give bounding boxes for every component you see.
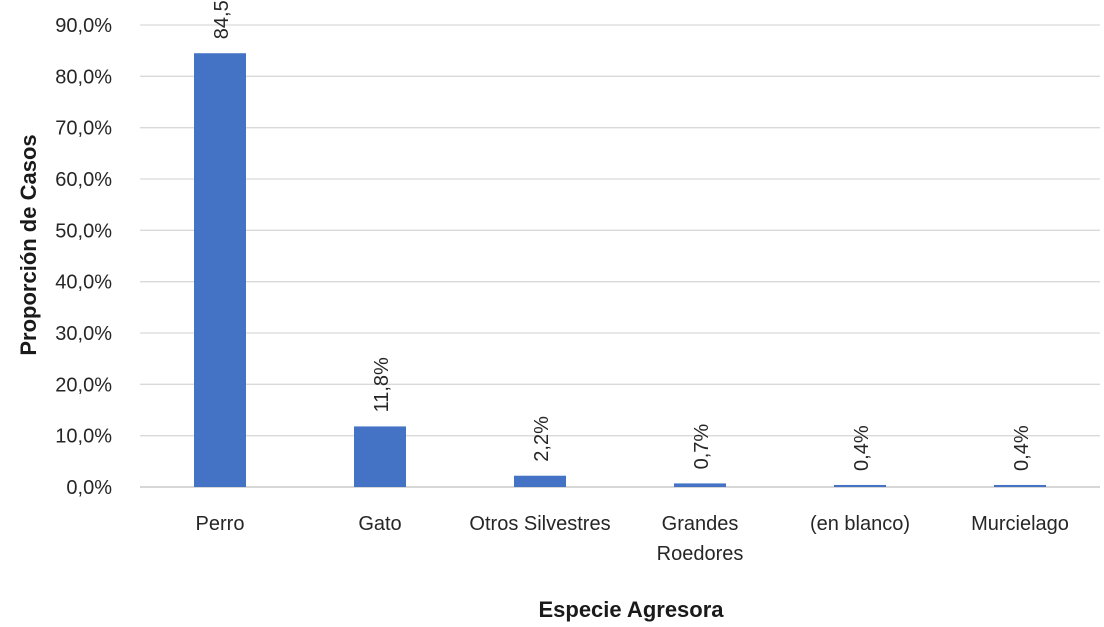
category-label: Otros Silvestres <box>469 513 610 535</box>
y-tick-label: 60,0% <box>55 169 112 191</box>
y-tick-label: 80,0% <box>55 66 112 88</box>
bar <box>674 483 726 487</box>
category-label: Murcielago <box>971 513 1069 535</box>
y-tick-label: 40,0% <box>55 272 112 294</box>
bar <box>354 426 406 487</box>
y-tick-label: 50,0% <box>55 220 112 242</box>
data-label: 0,7% <box>691 424 713 470</box>
y-tick-label: 0,0% <box>66 477 112 499</box>
gridlines <box>140 24 1100 488</box>
category-label: (en blanco) <box>810 513 910 535</box>
data-label: 0,4% <box>851 425 873 471</box>
data-label: 84,5% <box>211 0 233 39</box>
y-tick-label: 90,0% <box>55 15 112 37</box>
x-axis-categories: Perro Gato Otros Silvestres Grandes Roedores… <box>196 513 1069 565</box>
y-tick-label: 20,0% <box>55 374 112 396</box>
data-labels: 84,5% 11,8% 2,2% 0,7% 0,4% 0,4% <box>211 0 1033 471</box>
category-label: Perro <box>196 513 245 535</box>
y-tick-label: 10,0% <box>55 426 112 448</box>
y-axis-ticks: 0,0% 10,0% 20,0% 30,0% 40,0% 50,0% 60,0% 70,0% 8… <box>55 15 112 499</box>
bar <box>194 53 246 487</box>
bars <box>194 53 1046 487</box>
bar <box>994 484 1046 487</box>
bar <box>834 484 886 487</box>
bar <box>514 475 566 487</box>
data-label: 2,2% <box>531 416 553 462</box>
category-label: Grandes <box>662 513 739 535</box>
category-label: Roedores <box>657 543 744 565</box>
y-axis-title: Proporción de Casos <box>16 134 41 355</box>
x-axis-title: Especie Agresora <box>538 597 724 622</box>
y-tick-label: 70,0% <box>55 118 112 140</box>
category-label: Gato <box>358 513 401 535</box>
data-label: 11,8% <box>371 357 393 412</box>
y-tick-label: 30,0% <box>55 323 112 345</box>
data-label: 0,4% <box>1011 425 1033 471</box>
